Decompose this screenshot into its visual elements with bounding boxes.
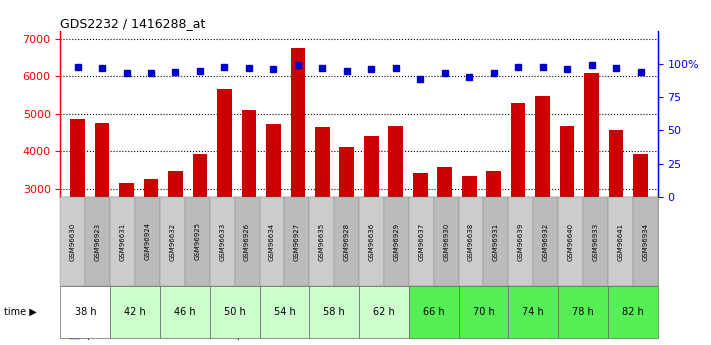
Bar: [95, 123, 109, 302]
Bar: [291, 48, 305, 302]
Text: GSM96632: GSM96632: [169, 223, 176, 260]
Text: GSM96641: GSM96641: [617, 223, 624, 260]
Text: GSM96927: GSM96927: [294, 223, 300, 260]
Legend: count, percentile rank within the sample: count, percentile rank within the sample: [65, 311, 255, 344]
Text: GSM96925: GSM96925: [194, 223, 201, 260]
Text: GSM96934: GSM96934: [642, 223, 648, 260]
Text: GSM96640: GSM96640: [567, 223, 574, 260]
Bar: [584, 73, 599, 302]
Bar: [119, 184, 134, 302]
Text: GSM96637: GSM96637: [418, 223, 424, 260]
Text: 42 h: 42 h: [124, 307, 146, 317]
Bar: [168, 171, 183, 302]
Bar: [560, 126, 574, 302]
Text: GSM96631: GSM96631: [119, 223, 126, 260]
Text: 38 h: 38 h: [75, 307, 96, 317]
Text: GSM96635: GSM96635: [319, 223, 325, 260]
Bar: [364, 136, 379, 302]
Bar: [339, 147, 354, 302]
Text: GSM96928: GSM96928: [343, 223, 350, 260]
Bar: [437, 167, 452, 302]
Bar: [242, 110, 256, 302]
Text: GSM96633: GSM96633: [219, 223, 225, 260]
Text: 54 h: 54 h: [274, 307, 295, 317]
Text: 62 h: 62 h: [373, 307, 395, 317]
Text: GSM96931: GSM96931: [493, 223, 499, 260]
Text: GSM96930: GSM96930: [443, 223, 449, 260]
Text: GSM96926: GSM96926: [244, 223, 250, 260]
Text: 50 h: 50 h: [224, 307, 245, 317]
Bar: [315, 127, 330, 302]
Text: GSM96634: GSM96634: [269, 223, 275, 260]
Text: 78 h: 78 h: [572, 307, 594, 317]
Text: time ▶: time ▶: [4, 307, 36, 317]
Bar: [388, 126, 403, 302]
Bar: [634, 154, 648, 302]
Text: 70 h: 70 h: [473, 307, 494, 317]
Bar: [193, 155, 208, 302]
Text: GSM96924: GSM96924: [144, 223, 151, 260]
Bar: [510, 102, 525, 302]
Text: GSM96636: GSM96636: [368, 223, 375, 260]
Text: 58 h: 58 h: [324, 307, 345, 317]
Bar: [413, 172, 427, 302]
Text: GSM96929: GSM96929: [393, 223, 400, 260]
Text: GSM96933: GSM96933: [592, 223, 599, 260]
Bar: [144, 179, 159, 302]
Bar: [266, 125, 281, 302]
Text: GSM96638: GSM96638: [468, 223, 474, 260]
Bar: [217, 89, 232, 302]
Text: GSM96630: GSM96630: [70, 223, 76, 260]
Bar: [486, 171, 501, 302]
Text: 66 h: 66 h: [423, 307, 444, 317]
Bar: [462, 176, 476, 302]
Text: GSM96932: GSM96932: [542, 223, 549, 260]
Bar: [609, 130, 624, 302]
Text: 46 h: 46 h: [174, 307, 196, 317]
Bar: [535, 96, 550, 302]
Text: GDS2232 / 1416288_at: GDS2232 / 1416288_at: [60, 17, 205, 30]
Text: 82 h: 82 h: [622, 307, 643, 317]
Text: GSM96639: GSM96639: [518, 223, 524, 260]
Bar: [70, 119, 85, 302]
Text: 74 h: 74 h: [523, 307, 544, 317]
Text: GSM96923: GSM96923: [95, 223, 101, 260]
